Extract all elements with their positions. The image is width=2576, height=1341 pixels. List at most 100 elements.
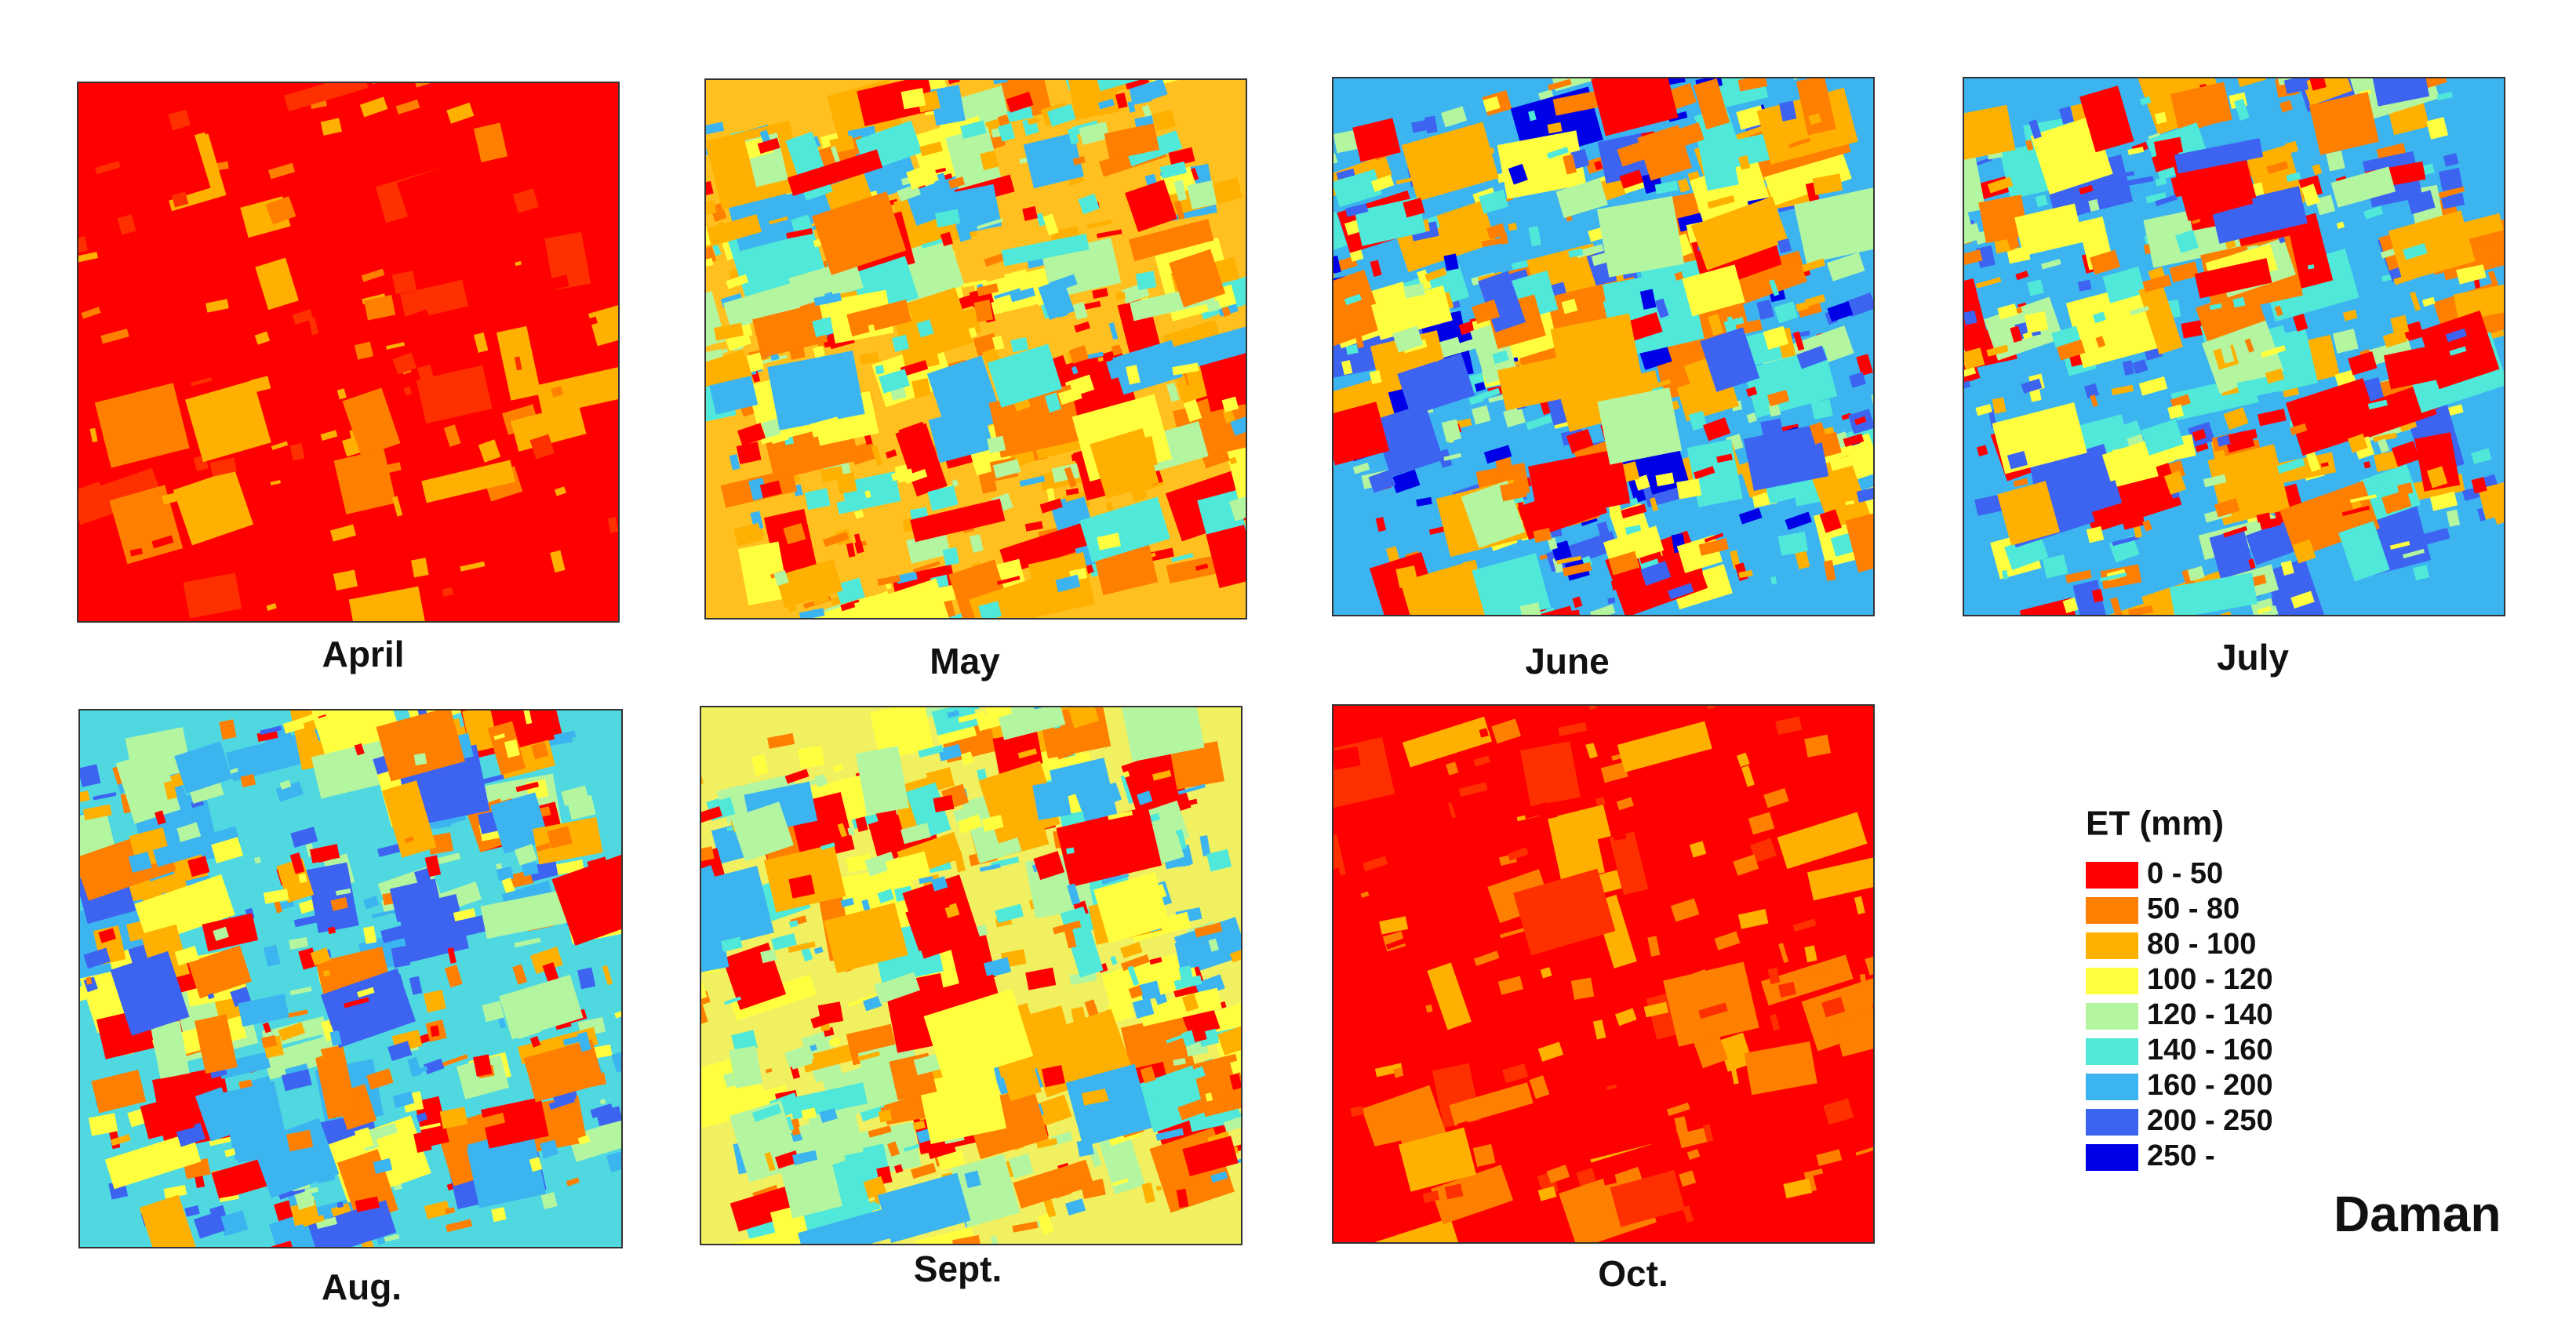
map-patch [1682,1205,1694,1223]
map-patch [1677,178,1690,193]
map-patch [2338,521,2390,582]
map-patch [1044,392,1062,413]
map-patch [962,279,988,288]
map-patch [512,188,539,213]
map-patch [1128,667,1173,706]
map-patch [931,707,979,736]
map-patch [1532,615,1554,616]
map-patch [1711,78,1769,108]
map-patch [1019,475,1046,487]
map-patch [1570,148,1590,169]
map-patch [424,1200,450,1219]
map-patch [1816,1149,1843,1166]
map-patch [1707,195,1735,209]
map-patch [376,710,465,782]
legend-label: 0 - 50 [2147,857,2223,890]
map-patch [871,1189,881,1205]
map-patch [1733,47,1759,64]
region-label: Daman [2334,1186,2501,1242]
map-patch [1166,382,1180,402]
map-patch [911,377,932,399]
map-patch [1793,331,1805,351]
map-patch [278,1022,306,1041]
map-patch [2315,194,2336,216]
map-patch [1424,267,1447,282]
legend-label: 80 - 100 [2147,928,2256,961]
map-patch [1255,1095,1282,1110]
map-patch [534,677,549,686]
map-patch [2301,184,2320,207]
map-patch [995,903,1024,924]
map-patch [1788,137,1811,148]
map-patch [1405,935,1443,1005]
map-patch [2420,457,2447,469]
map-patch [78,273,81,290]
map-patch [354,341,373,360]
map-patch [219,1210,249,1237]
map-patch [1110,955,1118,965]
map-patch [1206,300,1221,313]
map-patch [1657,379,1672,387]
map-patch [260,725,282,736]
map-patch [155,810,166,825]
map-patch [31,878,48,895]
map-patch [705,287,706,311]
map-patch [2143,244,2151,255]
map-patch [1354,329,1364,349]
map-patch [150,1020,190,1079]
map-patch [262,1022,271,1034]
map-patch [820,842,835,851]
map-patch [2086,525,2105,543]
map-patch [1726,316,1737,335]
map-patch [954,184,1002,234]
map-patch [213,1250,226,1268]
map-patch [1529,1075,1550,1099]
map-patch [1595,952,1686,989]
map-patch [879,369,910,394]
map-patch [934,209,962,228]
map-patch [239,757,255,776]
map-patch [1854,416,1867,426]
map-patch [810,618,832,619]
map-patch [208,199,235,224]
map-patch [373,1122,398,1139]
map-patch [2058,106,2075,125]
map-patch [2041,259,2061,270]
map-patch [254,529,322,599]
map-patch [1222,409,1235,423]
map-patch [134,874,235,945]
map-patch [318,854,331,863]
map-patch [2245,521,2298,565]
map-patch [335,888,351,896]
map-patch [1401,661,1420,669]
map-patch [2363,205,2384,220]
map-patch [1228,456,1238,465]
map-patch [1503,406,1526,428]
map-patch [1333,269,1385,347]
map-patch [2007,451,2028,470]
map-patch [705,180,714,199]
map-patch [1402,716,1493,768]
map-patch [1819,896,1833,913]
map-patch [2047,605,2069,616]
map-patch [1693,466,1716,480]
map-patch [29,165,43,184]
map-patch [1379,916,1409,935]
map-patch [700,866,774,955]
map-patch [804,488,831,511]
map-patch [266,603,277,611]
map-patch [810,416,841,438]
map-patch [1104,679,1114,697]
map-patch [2374,450,2401,472]
map-patch [684,192,692,198]
map-patch [2155,176,2167,187]
map-patch [1698,538,1729,556]
map-patch [2181,319,2207,339]
map-patch [841,471,901,513]
map-patch [1306,218,1321,236]
map-patch [1079,680,1105,700]
map-patch [1333,958,1406,1015]
map-patch [974,943,990,957]
map-patch [1258,474,1279,485]
map-patch [2174,138,2264,174]
